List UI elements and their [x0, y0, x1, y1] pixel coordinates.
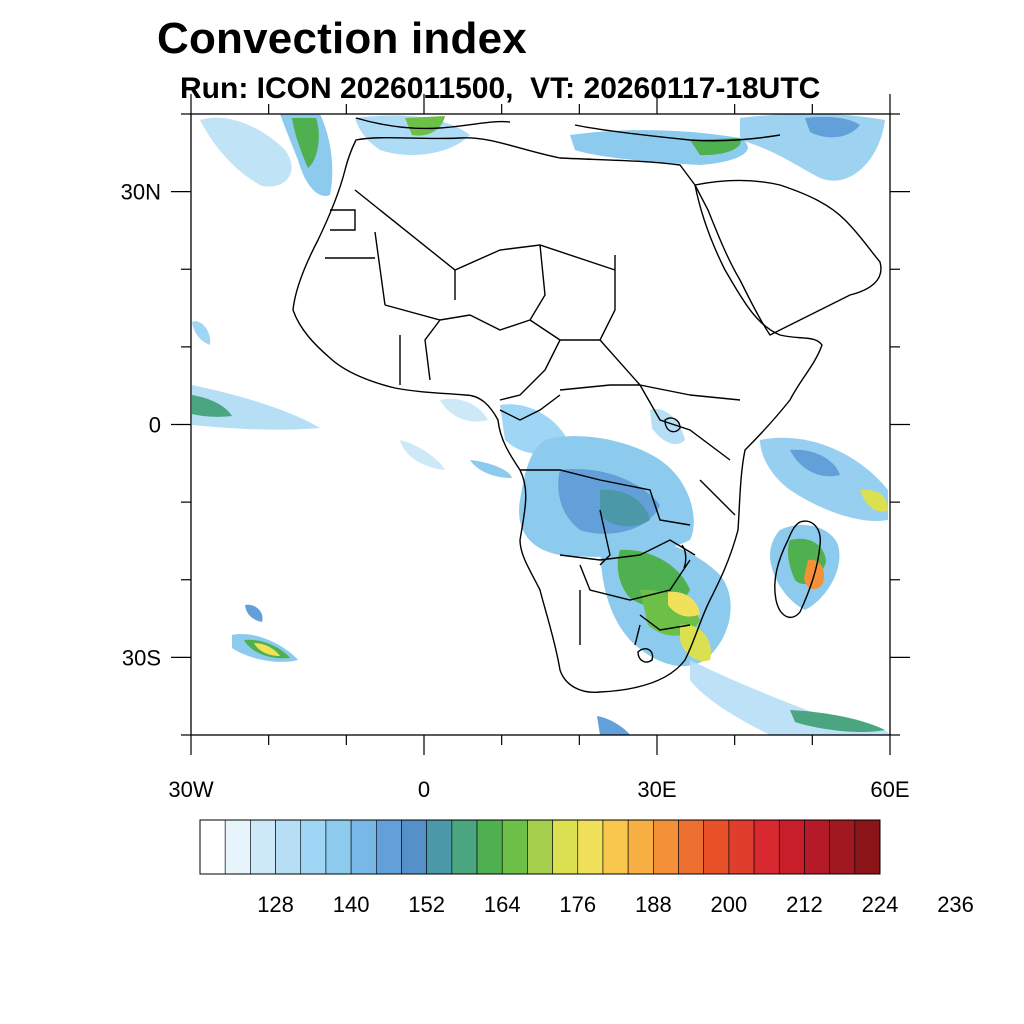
country-borders	[325, 189, 741, 646]
colorbar-tick-label: 164	[484, 892, 521, 917]
colorbar-swatch	[577, 819, 604, 875]
colorbar-swatch	[527, 819, 553, 875]
colorbar-swatch	[854, 819, 881, 875]
lon-tick-label: 30W	[168, 777, 213, 802]
europe-coastline	[355, 117, 781, 142]
convection-patch	[805, 116, 860, 138]
convection-patch	[640, 589, 700, 636]
lon-tick-label: 30E	[637, 777, 676, 802]
convection-patch	[192, 395, 232, 417]
lake-malawi	[681, 544, 687, 569]
convection-patch	[192, 385, 320, 430]
colorbar-tick-label: 176	[559, 892, 596, 917]
madagascar-coastline	[774, 520, 821, 619]
chart-subtitle: Run: ICON 2026011500, VT: 20260117-18UTC	[180, 72, 821, 105]
convection-patch	[200, 117, 292, 187]
convection-patch	[254, 643, 280, 656]
colorbar-swatch	[350, 819, 377, 875]
colorbar-swatch	[250, 819, 276, 875]
colorbar-swatch	[501, 819, 528, 875]
colorbar-swatch	[224, 819, 251, 875]
convection-patch	[400, 440, 445, 470]
chart-title: Convection index	[157, 14, 527, 63]
coastlines-and-borders	[292, 117, 882, 693]
convection-patch	[597, 716, 630, 735]
convection-patch	[790, 710, 885, 733]
convection-patch	[668, 591, 700, 617]
convection-patch	[760, 437, 888, 521]
colorbar-swatch	[678, 819, 705, 875]
colorbar-tick-label: 236	[937, 892, 974, 917]
colorbar	[199, 819, 881, 875]
convection-patch	[680, 624, 711, 662]
lon-tick-label: 60E	[870, 777, 909, 802]
colorbar-swatch	[653, 819, 679, 875]
colorbar-swatch	[199, 819, 226, 875]
colorbar-swatch	[476, 819, 503, 875]
africa-coastline	[292, 136, 823, 693]
lat-tick-label: 0	[149, 413, 161, 438]
lon-tick-label: 0	[418, 777, 430, 802]
colorbar-swatch	[426, 819, 453, 875]
convection-patch	[292, 118, 319, 168]
colorbar-labels: 128 140 152 164 176 188 200 212 224 236	[257, 892, 974, 917]
convection-patch	[440, 398, 488, 422]
colorbar-tick-label: 224	[862, 892, 899, 917]
convection-patch	[192, 321, 211, 345]
colorbar-swatch	[375, 819, 402, 875]
colorbar-tick-label: 212	[786, 892, 823, 917]
colorbar-swatch	[451, 819, 478, 875]
lat-tick-label: 30N	[121, 180, 161, 205]
convection-field	[192, 114, 890, 735]
colorbar-tick-label: 152	[408, 892, 445, 917]
axis-ticks	[171, 94, 910, 755]
convection-patch	[405, 116, 445, 136]
colorbar-swatch	[300, 819, 327, 875]
colorbar-swatch	[728, 819, 755, 875]
lesotho-border	[637, 648, 654, 663]
colorbar-tick-label: 188	[635, 892, 672, 917]
convection-patch	[570, 130, 748, 165]
colorbar-tick-label: 140	[333, 892, 370, 917]
colorbar-tick-label: 200	[711, 892, 748, 917]
lake-victoria	[664, 417, 681, 433]
convection-patch	[600, 489, 650, 527]
convection-patch	[690, 138, 741, 156]
colorbar-swatch	[753, 819, 780, 875]
convection-patch	[470, 460, 512, 478]
colorbar-swatch	[778, 819, 805, 875]
colorbar-swatch	[275, 819, 302, 875]
colorbar-swatch	[804, 819, 830, 875]
convection-patch	[790, 449, 840, 477]
convection-patch	[245, 604, 263, 622]
convection-patch	[355, 115, 470, 155]
arabia-coastline	[693, 179, 882, 336]
colorbar-frame	[199, 819, 881, 875]
convection-patch	[860, 489, 888, 512]
convection-patch	[690, 660, 890, 735]
colorbar-swatch	[401, 819, 427, 875]
colorbar-swatch	[627, 819, 654, 875]
colorbar-swatch	[829, 819, 856, 875]
colorbar-swatch	[552, 819, 579, 875]
colorbar-swatch	[703, 819, 730, 875]
lat-tick-label: 30S	[122, 645, 161, 670]
colorbar-tick-label: 128	[257, 892, 294, 917]
colorbar-swatch	[325, 819, 352, 875]
colorbar-swatch	[602, 819, 629, 875]
axis-tick-labels: 30N 0 30S 30W 0 30E 60E	[121, 180, 910, 802]
